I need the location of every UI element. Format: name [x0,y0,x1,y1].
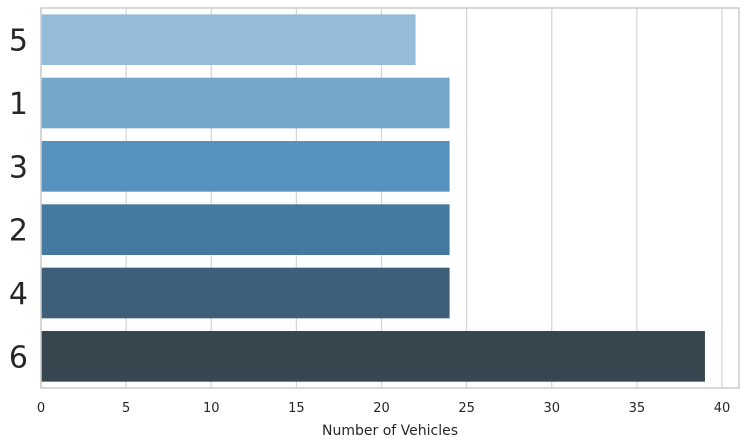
bar-4 [41,267,450,319]
bar-5 [41,14,416,66]
y-tick-labels: 5 1 3 2 4 6 [9,24,28,376]
y-tick-label-1: 1 [9,87,28,122]
x-tick-label-15: 15 [288,401,305,416]
x-tick-label-0: 0 [37,401,45,416]
x-tick-label-5: 5 [122,401,130,416]
x-tick-labels: 0 5 10 15 20 25 30 35 40 [37,401,730,416]
x-tick-label-10: 10 [203,401,220,416]
plot-frame [40,7,740,389]
bar-2 [41,204,450,255]
x-tick-label-35: 35 [629,401,646,416]
plot-border [40,7,740,389]
bar-3 [41,141,450,192]
y-tick-label-4: 4 [9,277,28,312]
y-tick-label-3: 3 [9,150,28,185]
y-tick-label-6: 6 [9,340,28,375]
bar-1 [41,77,450,129]
y-tick-label-5: 5 [9,24,28,59]
bar-6 [41,331,705,382]
x-tick-label-40: 40 [714,401,731,416]
x-tick-label-25: 25 [458,401,475,416]
x-tick-label-30: 30 [543,401,560,416]
x-tick-label-20: 20 [373,401,390,416]
x-axis-title: Number of Vehicles [322,423,458,439]
y-tick-label-2: 2 [9,214,28,249]
gridlines [40,8,723,388]
bars [41,14,705,382]
